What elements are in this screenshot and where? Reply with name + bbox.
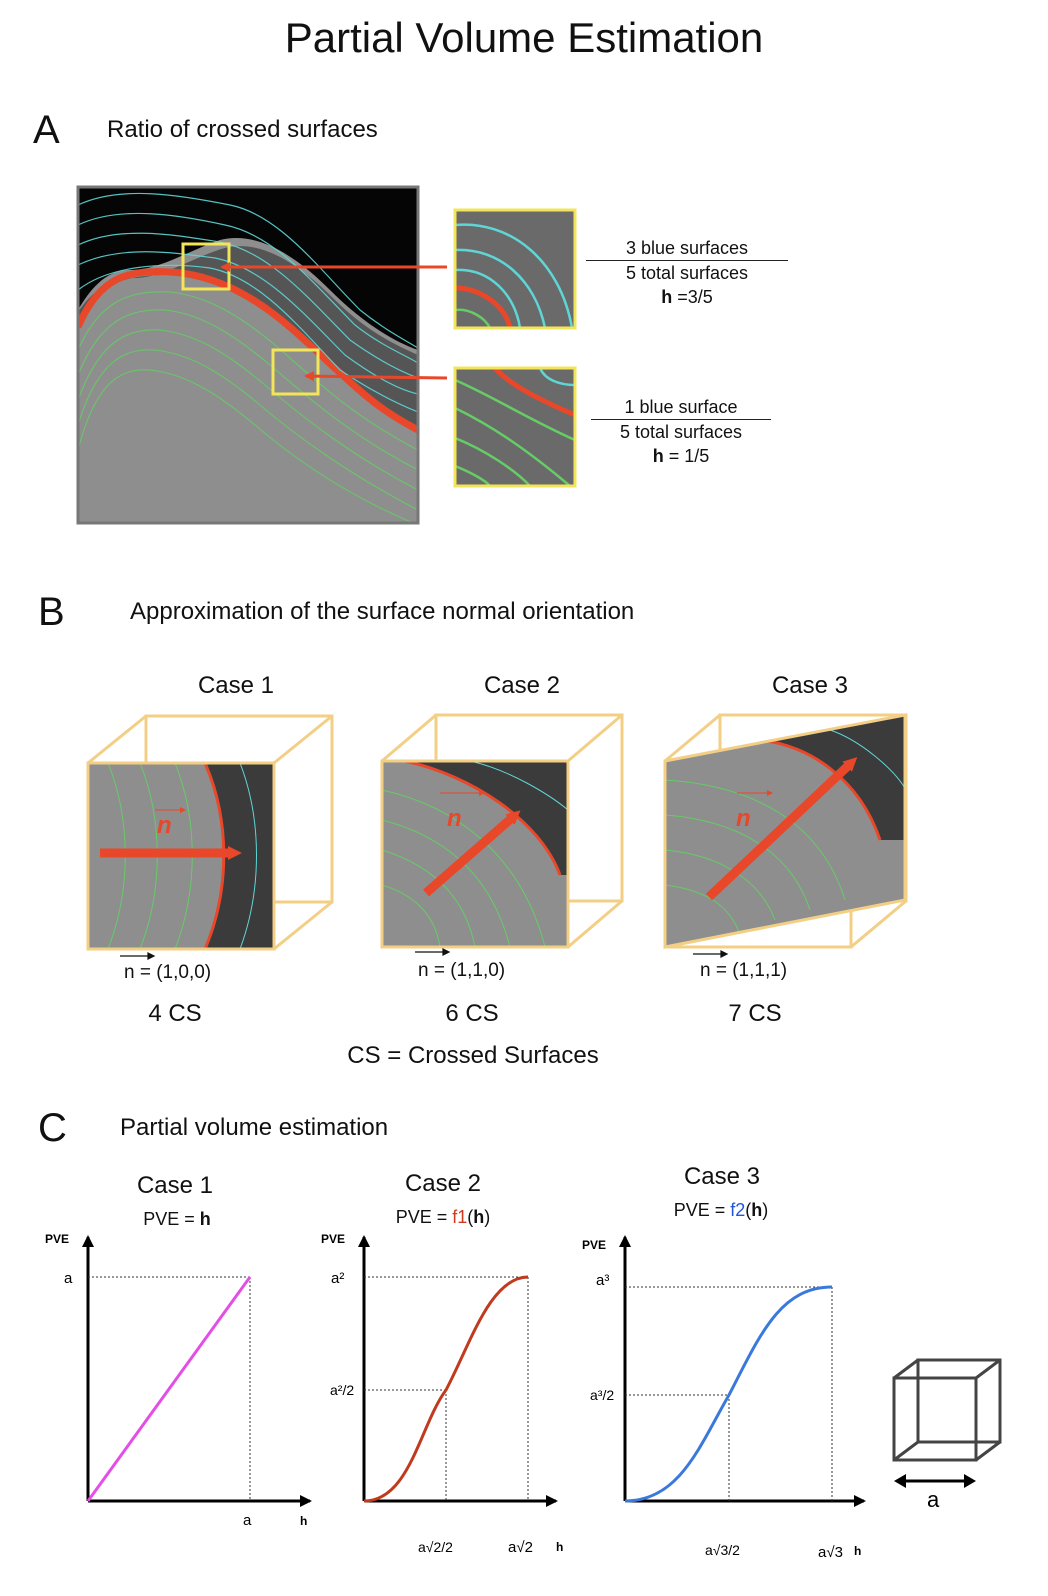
page-title: Partial Volume Estimation [284,14,764,61]
cs-count-1: 4 CS [148,1000,202,1027]
zoom-panel-2 [455,368,575,486]
svg-text:a√3/2: a√3/2 [705,1542,740,1558]
graph-2: PVE h a² a²/2 a√2/2 a√2 [321,1232,563,1556]
normal-arrow-3 [705,757,858,901]
svg-text:PVE: PVE [582,1238,606,1252]
svg-text:a: a [243,1512,252,1529]
svg-text:a²: a² [331,1270,344,1287]
formula-2: PVE = f1(h) [395,1207,491,1227]
svg-text:a³: a³ [596,1272,609,1289]
section-a-letter: A [33,108,60,152]
fraction-2-denominator: 5 total surfaces [619,422,743,442]
cube-width-label: a [927,1487,940,1512]
svg-text:h: h [556,1540,563,1554]
case-1-label: Case 1 [197,672,275,699]
case-3-label: Case 3 [771,672,849,699]
graph-3-curve [624,1285,833,1503]
section-b-figure: n n [86,713,908,960]
section-c-title: Partial volume estimation [120,1114,389,1141]
case-2-label: Case 2 [483,672,561,699]
fraction-2-h: h = 1/5 [652,446,710,466]
graph-2-curve [363,1275,529,1503]
vector-1: n = (1,0,0) [124,962,212,983]
cs-legend: CS = Crossed Surfaces [347,1042,599,1069]
svg-text:a: a [64,1270,73,1287]
graph-3: PVE h a³ a³/2 a√3/2 a√3 [582,1235,866,1561]
svg-text:PVE: PVE [45,1232,69,1246]
graph-3-label: Case 3 [683,1163,761,1190]
normal-symbol-3: n [736,805,751,832]
brain-slice-image [78,187,418,523]
vector-2: n = (1,1,0) [418,960,506,981]
section-b-title: Approximation of the surface normal orie… [130,598,635,625]
cube-width-arrow [894,1474,976,1488]
formula-1: PVE = h [143,1209,211,1229]
fraction-2-numerator: 1 blue surface [591,395,771,420]
highlight-box-2 [271,348,320,396]
vector-3: n = (1,1,1) [700,960,788,981]
reference-cube-icon [892,1358,1002,1462]
graph-1-label: Case 1 [136,1172,214,1199]
cs-count-3: 7 CS [728,1000,782,1027]
svg-text:a³/2: a³/2 [590,1387,614,1403]
svg-text:a²/2: a²/2 [330,1382,354,1398]
graph-1-line [86,1276,252,1502]
svg-text:a√2: a√2 [508,1539,533,1556]
normal-symbol-1: n [157,812,172,839]
normal-arrow-2 [423,810,521,897]
zoom-panel-1 [455,210,575,328]
arrow-2 [304,371,448,382]
fraction-1-h: h =3/5 [661,287,713,307]
svg-text:a√2/2: a√2/2 [418,1539,453,1555]
graph-2-label: Case 2 [404,1170,482,1197]
fraction-1-numerator: 3 blue surfaces [586,236,788,261]
section-a-title: Ratio of crossed surfaces [107,116,378,143]
fraction-1-5: 1 blue surface 5 total surfaces h = 1/5 [591,395,771,468]
section-b-letter: B [38,590,65,634]
graph-1: PVE h a a [45,1232,312,1529]
svg-text:h: h [300,1514,307,1528]
section-c-letter: C [38,1106,67,1150]
cs-count-2: 6 CS [445,1000,499,1027]
fraction-3-5: 3 blue surfaces 5 total surfaces h =3/5 [586,236,788,309]
svg-text:a√3: a√3 [818,1544,843,1561]
svg-text:h: h [854,1544,861,1558]
section-c-graphs: PVE h a a PVE h a² a²/2 a√2/2 a√2 PVE h … [45,1232,1002,1561]
normal-symbol-2: n [447,805,462,832]
formula-3: PVE = f2(h) [673,1200,769,1220]
fraction-1-denominator: 5 total surfaces [625,263,749,283]
svg-text:PVE: PVE [321,1232,345,1246]
section-a-figure [76,185,577,525]
